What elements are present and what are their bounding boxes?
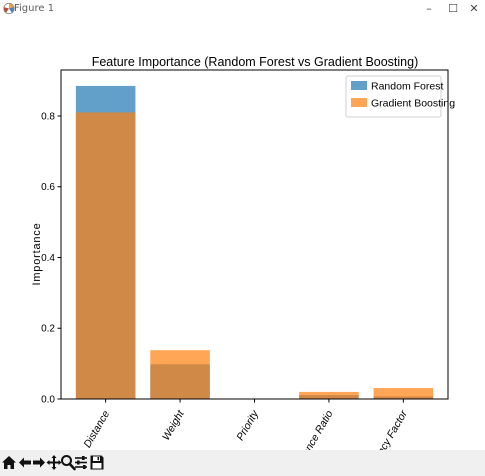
minimize-button[interactable]: – (426, 2, 432, 15)
legend-box (345, 75, 442, 118)
legend-label-1: Gradient Boosting (371, 98, 455, 110)
legend-swatch-1 (351, 98, 367, 107)
y-tick-label: 0.2 (41, 324, 55, 335)
bar-gradient-boosting-4 (373, 388, 434, 399)
legend: Random Forest Gradient Boosting (345, 75, 455, 118)
legend-swatch-0 (351, 81, 367, 90)
x-tick-label: Priority (234, 408, 261, 443)
navigation-toolbar (0, 450, 485, 476)
y-tick-label: 0.0 (41, 395, 55, 406)
bar-gradient-boosting-3 (299, 391, 359, 399)
legend-label-0: Random Forest (371, 81, 443, 93)
chart-title: Feature Importance (Random Forest vs Gra… (92, 55, 419, 69)
home-icon[interactable] (1, 454, 17, 471)
maximize-button[interactable]: ☐ (448, 2, 458, 15)
y-axis-label: Importance (31, 222, 43, 285)
window-title: Figure 1 (14, 3, 55, 14)
y-axis: 0.0 0.2 0.4 0.6 0.8 (41, 111, 61, 406)
figure-canvas: Feature Importance (Random Forest vs Gra… (31, 55, 455, 450)
save-icon[interactable] (89, 454, 105, 471)
y-tick-label: 0.6 (41, 182, 55, 193)
window-titlebar: Figure 1 – ☐ ✕ (0, 0, 485, 18)
close-button[interactable]: ✕ (469, 2, 479, 15)
x-axis: Distance Weight Priority Distance Ratio Urge… (81, 399, 410, 450)
zoom-icon[interactable] (60, 454, 76, 471)
bars-layer (75, 85, 434, 400)
back-icon[interactable] (17, 454, 33, 471)
forward-icon[interactable] (31, 454, 47, 471)
pan-icon[interactable] (46, 454, 62, 471)
bar-gradient-boosting-0 (75, 112, 136, 400)
x-tick-label: Urgency Factor (364, 408, 411, 450)
y-tick-label: 0.8 (41, 111, 55, 122)
matplotlib-app-icon (3, 2, 15, 15)
bar-gradient-boosting-1 (150, 350, 210, 399)
configure-subplots-icon[interactable] (73, 454, 89, 471)
y-tick-label: 0.4 (41, 253, 55, 264)
x-tick-label: Weight (160, 408, 187, 443)
x-tick-label: Distance Ratio (291, 408, 336, 450)
x-tick-label: Distance (81, 408, 112, 450)
